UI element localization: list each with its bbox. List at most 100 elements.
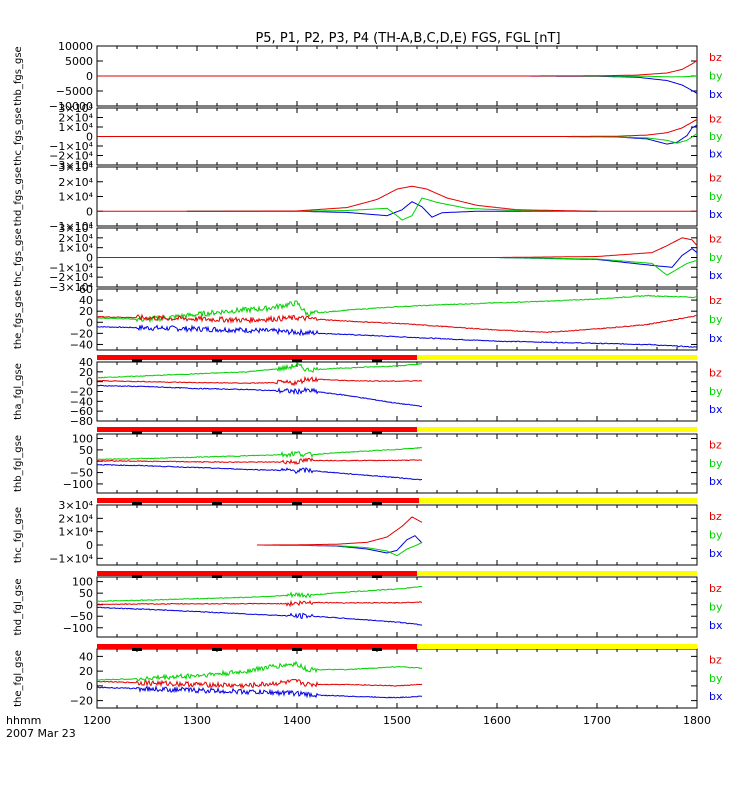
- date-label: 2007 Mar 23: [6, 727, 76, 740]
- x-tick-label: 1400: [283, 714, 311, 727]
- mode-mark: [132, 431, 142, 434]
- y-axis-label: thc_fgl_gse: [13, 507, 24, 563]
- series-by: [96, 660, 423, 683]
- y-tick-label: 0: [86, 131, 93, 144]
- status-bar-data: [97, 427, 417, 432]
- legend-bz: bz: [709, 582, 722, 595]
- y-tick-label: −1×10⁴: [49, 140, 93, 153]
- y-axis-label: thc_fgs_gse: [13, 107, 24, 166]
- y-tick-label: 2×10⁴: [58, 232, 93, 245]
- y-tick-label: 3×10⁴: [58, 222, 93, 235]
- panel-the_fgl: 40 20 0 −20 the_fgl_gse bz by bx: [13, 648, 723, 709]
- x-tick-label: 1200: [83, 714, 111, 727]
- series-bz: [186, 185, 598, 212]
- y-tick-label: 1×10⁴: [58, 242, 93, 255]
- y-tick-label: −100: [63, 622, 93, 635]
- y-tick-label: 0: [86, 455, 93, 468]
- series-bx: [96, 685, 423, 699]
- status-bar-data: [97, 498, 419, 503]
- legend-bx: bx: [709, 619, 723, 632]
- y-tick-label: 60: [79, 283, 93, 296]
- y-tick-label: −3×10⁴: [49, 159, 93, 172]
- mode-mark: [292, 648, 302, 651]
- status-bar-nodata: [419, 498, 697, 503]
- y-tick-label: −40: [70, 338, 93, 351]
- y-tick-label: −1×10⁴: [49, 220, 93, 233]
- y-tick-label: −50: [70, 610, 93, 623]
- y-tick-label: 2×10⁴: [58, 512, 93, 525]
- y-tick-label: 10000: [58, 40, 93, 53]
- mode-mark: [132, 648, 142, 651]
- mode-mark: [372, 648, 382, 651]
- legend-bx: bx: [709, 269, 723, 282]
- y-tick-label: −20: [70, 386, 93, 399]
- panel-frame: [96, 576, 698, 638]
- mode-mark: [372, 431, 382, 434]
- panel-thb_fgs: 10000 5000 0 −5000 −10000 thb_fgs_gse bz by bx: [13, 40, 723, 113]
- legend-bx: bx: [709, 690, 723, 703]
- panel-frame: [96, 433, 698, 494]
- series-bz: [96, 678, 423, 690]
- y-tick-label: 0: [86, 539, 93, 552]
- y-tick-label: −1×10⁴: [49, 552, 93, 565]
- status-bar-nodata: [417, 355, 697, 360]
- y-axis-label: thb_fgl_gse: [13, 435, 24, 492]
- series-bz: [177, 237, 698, 258]
- y-axis-label: the_fgs_gse: [13, 290, 24, 349]
- chart-title: P5, P1, P2, P3, P4 (TH-A,B,C,D,E) FGS, F…: [255, 31, 560, 46]
- legend-bz: bz: [709, 112, 722, 125]
- y-tick-label: 3×10⁴: [58, 161, 93, 174]
- y-tick-label: −50: [70, 467, 93, 480]
- y-tick-label: −60: [70, 405, 93, 418]
- legend-bz: bz: [709, 367, 722, 380]
- y-axis-label: thb_fgs_gse: [13, 46, 24, 105]
- series-bz: [96, 375, 423, 387]
- status-bar-nodata: [417, 427, 697, 432]
- y-tick-label: −100: [63, 478, 93, 491]
- legend-by: by: [709, 251, 723, 264]
- legend-bz: bz: [709, 439, 722, 452]
- y-tick-label: −20: [70, 695, 93, 708]
- mode-mark: [292, 575, 302, 578]
- y-tick-label: 50: [79, 587, 93, 600]
- series-bx: [96, 384, 423, 408]
- y-tick-label: −2×10⁴: [49, 271, 93, 284]
- y-tick-label: 0: [86, 70, 93, 83]
- legend-bz: bz: [709, 294, 722, 307]
- mode-mark: [292, 502, 302, 505]
- y-tick-label: 100: [72, 576, 93, 589]
- panel-frame: [96, 166, 698, 227]
- legend-bx: bx: [709, 208, 723, 221]
- y-tick-label: −20: [70, 327, 93, 340]
- y-tick-label: 50: [79, 444, 93, 457]
- series-bx: [97, 324, 698, 348]
- y-tick-label: 0: [86, 252, 93, 265]
- x-tick-label: 1800: [683, 714, 711, 727]
- series-bx: [96, 463, 422, 481]
- series-bz: [97, 118, 698, 137]
- mode-mark: [212, 648, 222, 651]
- series-by: [96, 585, 423, 602]
- legend-by: by: [709, 600, 723, 613]
- series-bz: [257, 516, 423, 546]
- legend-by: by: [709, 190, 723, 203]
- legend-bx: bx: [709, 403, 723, 416]
- series-bx: [97, 124, 698, 145]
- mode-mark: [292, 431, 302, 434]
- status-bar-nodata: [417, 571, 697, 576]
- mode-mark: [372, 359, 382, 362]
- series-bx: [187, 201, 597, 218]
- y-tick-label: 20: [79, 366, 93, 379]
- mode-mark: [212, 575, 222, 578]
- y-axis-label: thc_fgs_gse: [13, 228, 24, 287]
- x-tick-label: 1600: [483, 714, 511, 727]
- panel-thc_fgs2: 3×10⁴2×10⁴1×10⁴0−1×10⁴−2×10⁴−3×10⁴thc_fg…: [13, 222, 723, 294]
- mode-mark: [132, 502, 142, 505]
- series-by: [187, 197, 598, 221]
- x-axis-label: hhmm: [6, 714, 41, 727]
- series-bz: [96, 599, 422, 608]
